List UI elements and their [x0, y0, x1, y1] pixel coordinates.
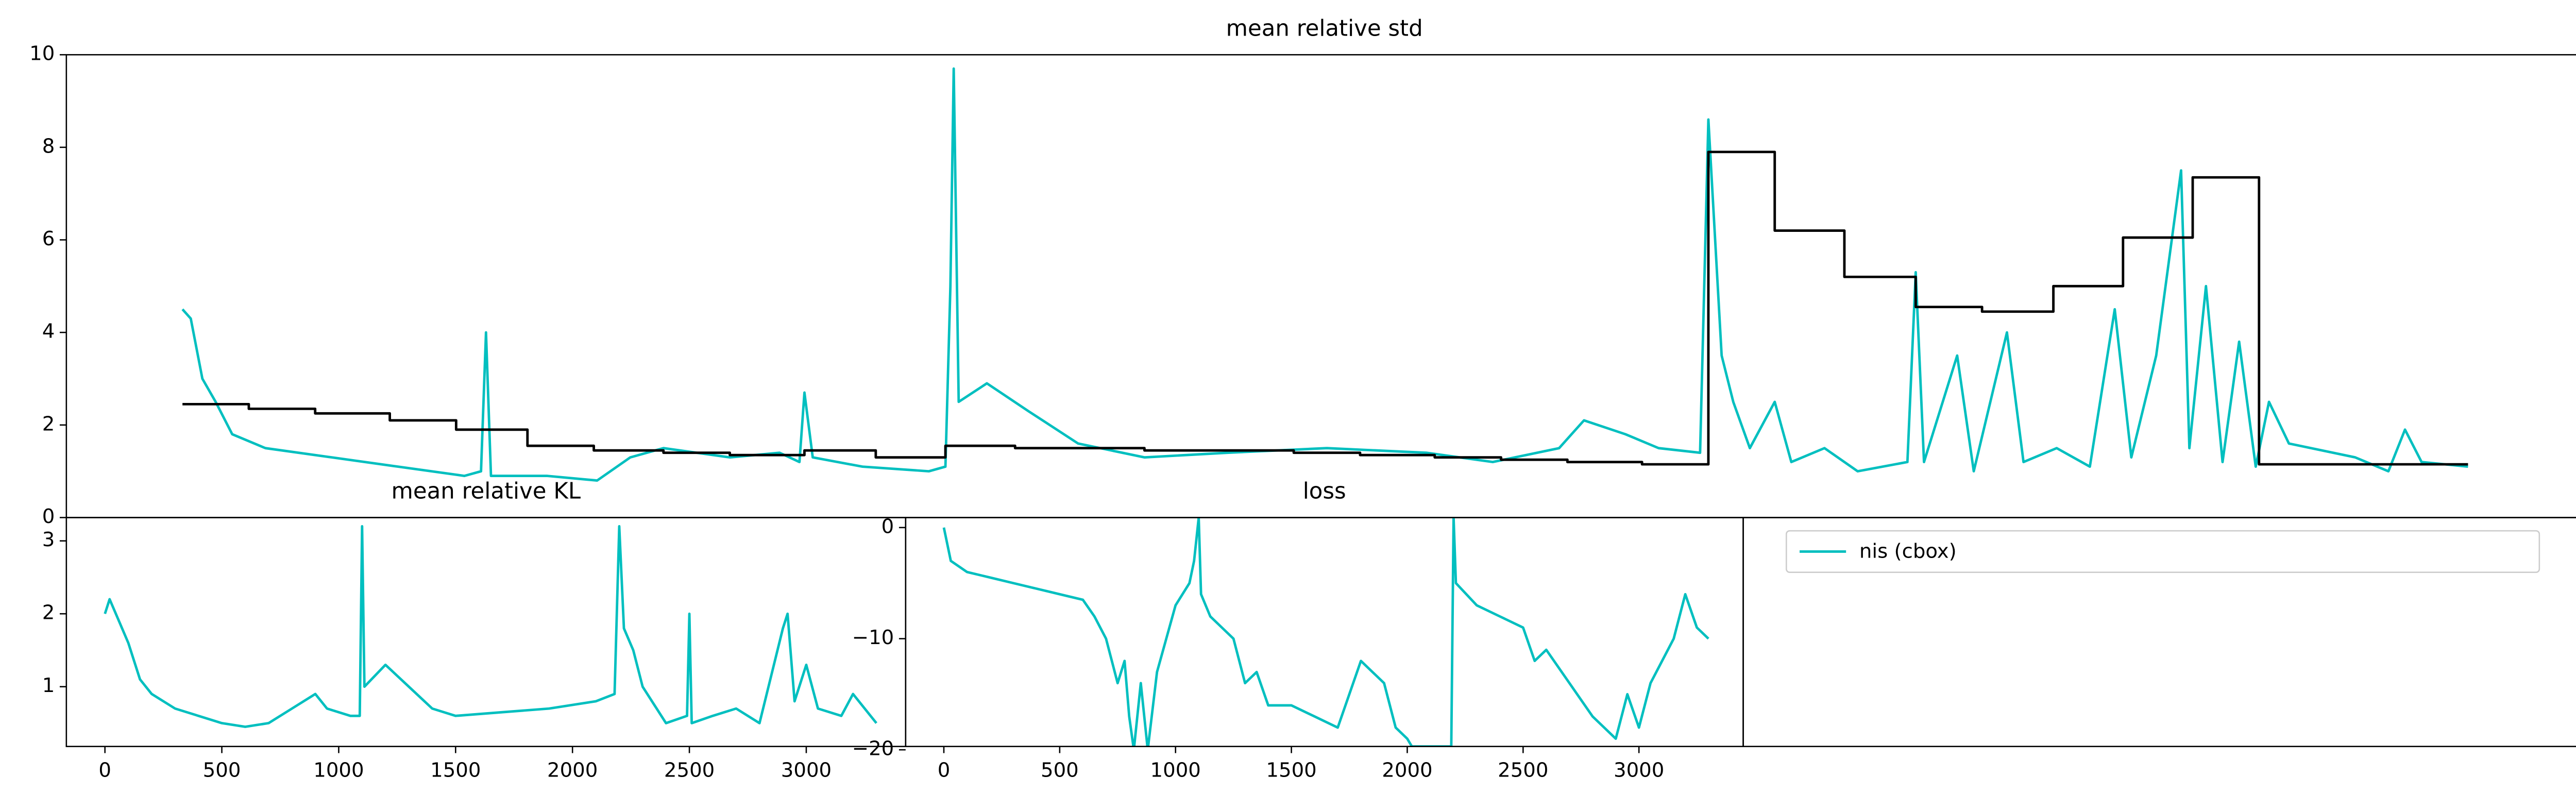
- x-tick-label: 3000: [781, 758, 832, 782]
- x-tick-label: 500: [1041, 758, 1079, 782]
- x-tick-label: 2000: [1382, 758, 1432, 782]
- x-tick-label: 0: [938, 758, 951, 782]
- series-line: [181, 67, 2468, 482]
- y-tick-label: −20: [852, 737, 894, 761]
- x-tick-label: 0: [98, 758, 111, 782]
- chart-title: mean relative KL: [392, 479, 581, 504]
- y-tick-label: 1: [42, 674, 55, 697]
- y-tick-label: 0: [882, 515, 894, 538]
- x-tick-label: 1000: [313, 758, 364, 782]
- series-line: [104, 525, 877, 728]
- y-tick-label: −10: [852, 626, 894, 649]
- series-line: [942, 517, 1709, 747]
- x-tick-label: 1500: [1266, 758, 1316, 782]
- x-tick-label: 3000: [1614, 758, 1664, 782]
- y-tick-label: 0: [42, 505, 55, 528]
- axes-frame: [905, 517, 1744, 747]
- x-tick-label: 500: [203, 758, 241, 782]
- y-tick-label: 2: [42, 412, 55, 435]
- legend-label: nis (cbox): [1859, 540, 1957, 563]
- y-tick-label: 3: [42, 528, 55, 551]
- series-line: [182, 150, 2468, 466]
- y-tick-label: 8: [42, 134, 55, 158]
- y-tick-label: 4: [42, 320, 55, 343]
- y-tick-label: 10: [29, 42, 55, 65]
- y-tick-label: 6: [42, 227, 55, 250]
- y-tick-label: 2: [42, 601, 55, 625]
- x-tick-label: 1500: [430, 758, 481, 782]
- x-tick-label: 2500: [1498, 758, 1548, 782]
- x-tick-label: 2000: [547, 758, 598, 782]
- legend-box: [1785, 530, 2540, 573]
- x-tick-label: 2500: [664, 758, 715, 782]
- x-tick-label: 1000: [1150, 758, 1201, 782]
- chart-title: loss: [1303, 479, 1346, 504]
- chart-title: mean relative std: [1226, 15, 1423, 41]
